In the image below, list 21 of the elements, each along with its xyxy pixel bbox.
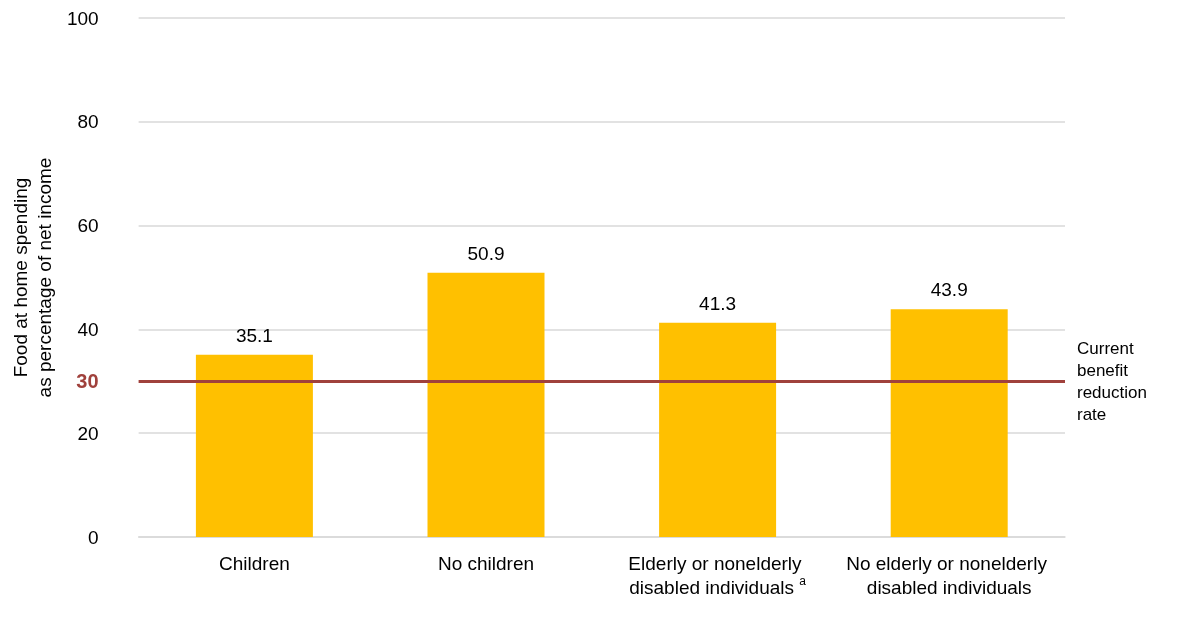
data-label: 41.3 xyxy=(699,292,737,314)
data-label: 43.9 xyxy=(930,279,968,301)
y-tick-label: 80 xyxy=(77,111,99,133)
x-tick-label: Children xyxy=(219,552,290,574)
data-label: 50.9 xyxy=(467,242,505,264)
data-label: 35.1 xyxy=(235,324,273,346)
y-tick-label: 60 xyxy=(77,215,99,237)
x-tick-label: Elderly or nonelderly disabled individuals a xyxy=(628,552,807,598)
x-tick-label: No elderly or nonelderly disabled individuals xyxy=(846,552,1053,598)
bar xyxy=(659,322,777,537)
bar xyxy=(195,354,313,537)
y-tick-label: 0 xyxy=(88,526,99,548)
x-tick-label: No children xyxy=(437,552,535,574)
y-axis-title: Food at home spending as percentage of net income xyxy=(9,157,55,398)
y-tick-label: 100 xyxy=(66,7,99,29)
bar xyxy=(890,309,1008,537)
y-tick-label: 20 xyxy=(77,422,99,444)
y-tick-label: 30 xyxy=(76,370,99,393)
y-tick-label: 40 xyxy=(77,318,99,340)
bar xyxy=(427,272,545,537)
ref-line-label: Current benefit reduction rate xyxy=(1077,338,1152,424)
